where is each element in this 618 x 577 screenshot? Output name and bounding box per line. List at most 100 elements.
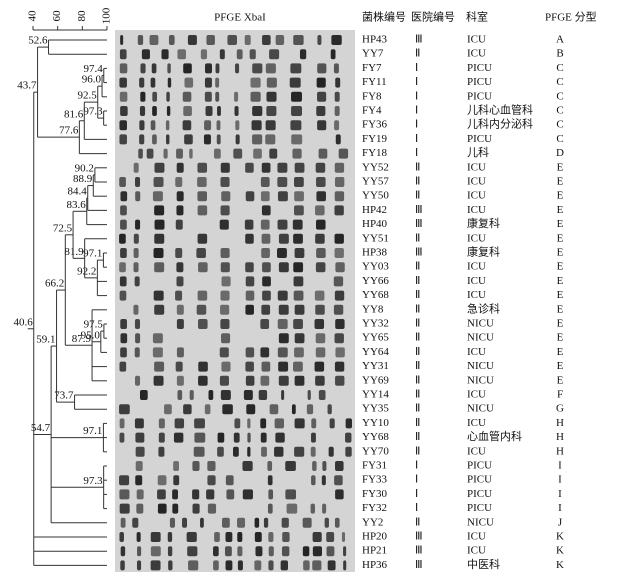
gel-band xyxy=(316,248,326,258)
gel-band xyxy=(176,148,183,159)
gel-band xyxy=(197,290,208,301)
hospital: Ⅱ xyxy=(415,261,420,273)
gel-band xyxy=(275,432,285,443)
pfge-type: G xyxy=(556,403,564,415)
node-similarity: 81.9 xyxy=(64,246,84,258)
gel-band xyxy=(158,446,165,457)
pfge-type: K xyxy=(556,545,564,557)
gel-band xyxy=(150,77,156,88)
gel-band xyxy=(245,290,255,301)
hospital: Ⅰ xyxy=(415,76,418,88)
gel-band xyxy=(267,503,273,514)
gel-band xyxy=(176,319,184,329)
gel-band xyxy=(277,347,288,358)
strain: YY14 xyxy=(362,389,389,401)
gel-band xyxy=(243,390,253,400)
gel-band xyxy=(343,546,347,557)
gel-band xyxy=(120,35,124,45)
hospital: Ⅰ xyxy=(415,460,418,472)
gel-band xyxy=(135,333,141,344)
department: PICU xyxy=(467,460,492,472)
gel-band xyxy=(152,191,163,202)
pfge-type: E xyxy=(557,190,564,202)
pfge-type: C xyxy=(556,90,563,102)
gel-band xyxy=(290,63,302,74)
scale-tick-label: 100 xyxy=(101,7,113,24)
gel-band xyxy=(183,404,192,415)
gel-band xyxy=(198,375,208,386)
gel-band xyxy=(318,148,328,159)
gel-band xyxy=(119,475,130,486)
department: ICU xyxy=(467,531,486,543)
gel-band xyxy=(133,262,139,273)
gel-band xyxy=(334,120,340,131)
department: NICU xyxy=(467,360,494,372)
gel-band xyxy=(220,319,230,329)
gel-band xyxy=(263,517,269,528)
strain: HP43 xyxy=(362,34,388,46)
gel-band xyxy=(216,120,221,131)
gel-band xyxy=(268,560,274,571)
hospital: Ⅱ xyxy=(415,48,420,60)
gel-band xyxy=(194,418,205,429)
gel-band xyxy=(198,262,208,273)
pfge-type: E xyxy=(557,161,564,173)
gel-band xyxy=(177,49,186,60)
node-similarity: 81.6 xyxy=(64,108,84,120)
gel-band xyxy=(150,120,156,131)
gel-band xyxy=(220,248,230,258)
department: NICU xyxy=(467,403,494,415)
gel-band xyxy=(189,390,194,400)
gel-band xyxy=(311,432,316,443)
gel-band xyxy=(177,390,183,400)
gel-band xyxy=(138,148,143,159)
gel-band xyxy=(277,177,288,187)
department: 康复科 xyxy=(467,216,500,230)
gel-band xyxy=(158,432,165,443)
gel-band xyxy=(206,35,215,45)
gel-band xyxy=(247,446,251,457)
gel-title: PFGE XbaI xyxy=(214,12,266,24)
gel-band xyxy=(245,347,255,358)
gel-band xyxy=(322,503,327,514)
strain: FY32 xyxy=(362,502,387,514)
gel-band xyxy=(266,91,277,102)
gel-band xyxy=(245,276,255,287)
strain: YY32 xyxy=(362,318,389,330)
gel-band xyxy=(315,233,325,244)
department: 儿科 xyxy=(467,145,489,159)
gel-band xyxy=(261,233,271,244)
gel-band xyxy=(176,162,184,173)
pfge-type: E xyxy=(557,332,564,344)
gel-band xyxy=(277,290,288,301)
gel-band xyxy=(293,319,303,329)
gel-band xyxy=(120,333,128,344)
gel-band xyxy=(215,63,220,74)
gel-band xyxy=(321,475,326,486)
node-similarity: 43.7 xyxy=(17,80,37,92)
gel-band xyxy=(333,63,339,74)
gel-band xyxy=(198,319,208,329)
gel-band xyxy=(140,91,146,102)
node-similarity: 52.6 xyxy=(28,35,48,47)
gel-band xyxy=(153,290,164,301)
gel-band xyxy=(260,177,270,187)
gel-band xyxy=(119,262,126,273)
gel-band xyxy=(141,49,150,60)
gel-band xyxy=(334,333,344,344)
gel-band xyxy=(315,375,325,386)
gel-band xyxy=(207,461,216,471)
node-similarity: 73.7 xyxy=(54,390,74,402)
gel-band xyxy=(233,432,240,443)
pfge-type: E xyxy=(557,204,564,216)
gel-band xyxy=(237,517,246,528)
gel-band xyxy=(236,49,243,60)
gel-band xyxy=(245,375,255,386)
gel-band xyxy=(213,546,219,557)
gel-band xyxy=(158,418,165,429)
gel-band xyxy=(318,390,326,400)
pfge-type: I xyxy=(558,488,562,500)
gel-band xyxy=(291,404,296,415)
gel-band xyxy=(244,35,251,45)
gel-band xyxy=(139,134,145,145)
